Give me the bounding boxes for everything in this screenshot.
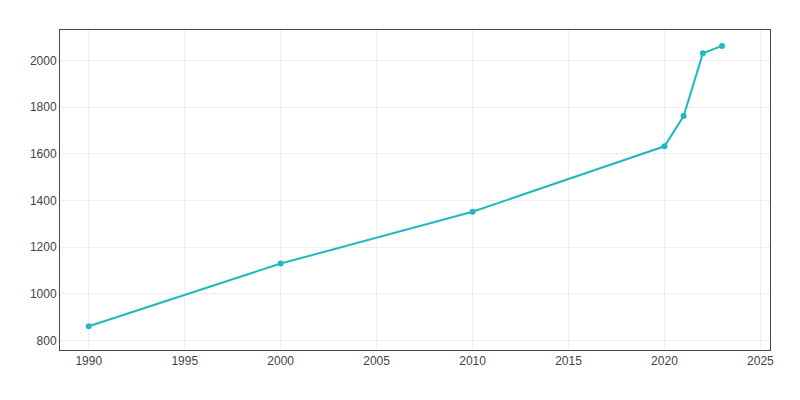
svg-text:1600: 1600 (30, 147, 57, 161)
svg-text:2000: 2000 (267, 354, 294, 368)
svg-text:1990: 1990 (75, 354, 102, 368)
svg-text:2020: 2020 (651, 354, 678, 368)
svg-text:2005: 2005 (363, 354, 390, 368)
svg-text:2015: 2015 (555, 354, 582, 368)
svg-text:800: 800 (37, 334, 57, 348)
svg-text:2025: 2025 (747, 354, 774, 368)
svg-text:1995: 1995 (171, 354, 198, 368)
svg-text:1800: 1800 (30, 100, 57, 114)
svg-text:2000: 2000 (30, 54, 57, 68)
svg-text:1200: 1200 (30, 240, 57, 254)
svg-text:1000: 1000 (30, 287, 57, 301)
svg-text:2010: 2010 (459, 354, 486, 368)
svg-text:1400: 1400 (30, 194, 57, 208)
